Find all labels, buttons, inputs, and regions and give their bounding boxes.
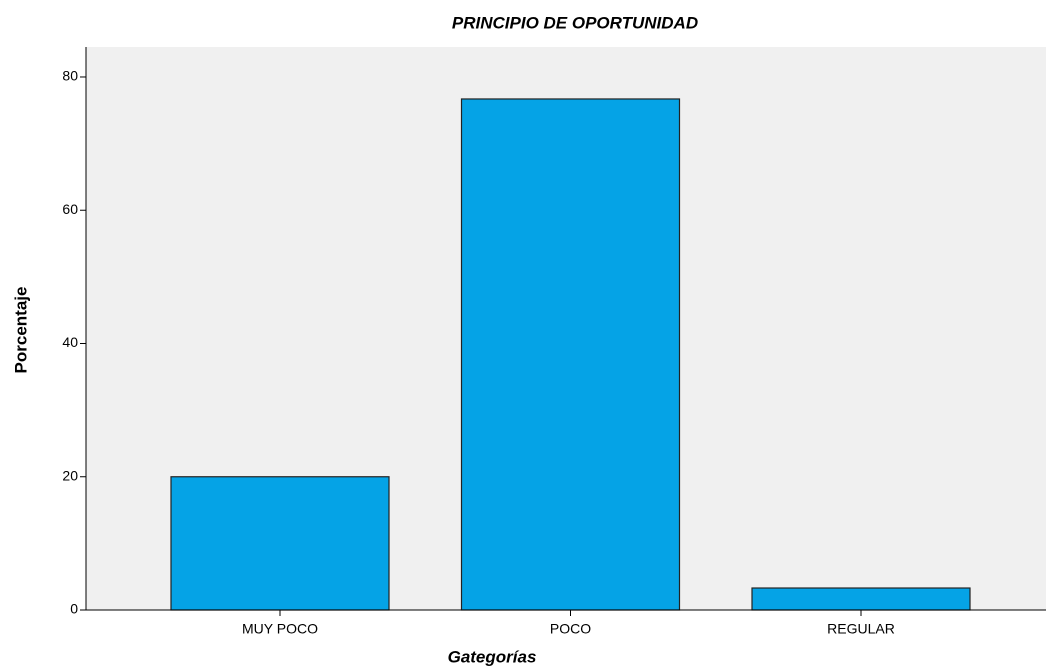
y-tick-label: 0 <box>70 601 78 617</box>
y-tick-label: 60 <box>62 201 78 217</box>
chart-title: PRINCIPIO DE OPORTUNIDAD <box>452 13 698 32</box>
bar <box>751 587 971 611</box>
bar <box>460 98 681 611</box>
bar <box>170 476 390 611</box>
x-tick-label: REGULAR <box>827 621 895 637</box>
x-tick-label: POCO <box>550 621 591 637</box>
y-tick-label: 80 <box>62 68 78 84</box>
y-tick-label: 40 <box>62 334 78 350</box>
x-tick-label: MUY POCO <box>242 621 318 637</box>
y-axis-label: Porcentaje <box>11 287 30 374</box>
y-tick-label: 20 <box>62 467 78 483</box>
x-axis-label: Gategorías <box>448 647 537 666</box>
